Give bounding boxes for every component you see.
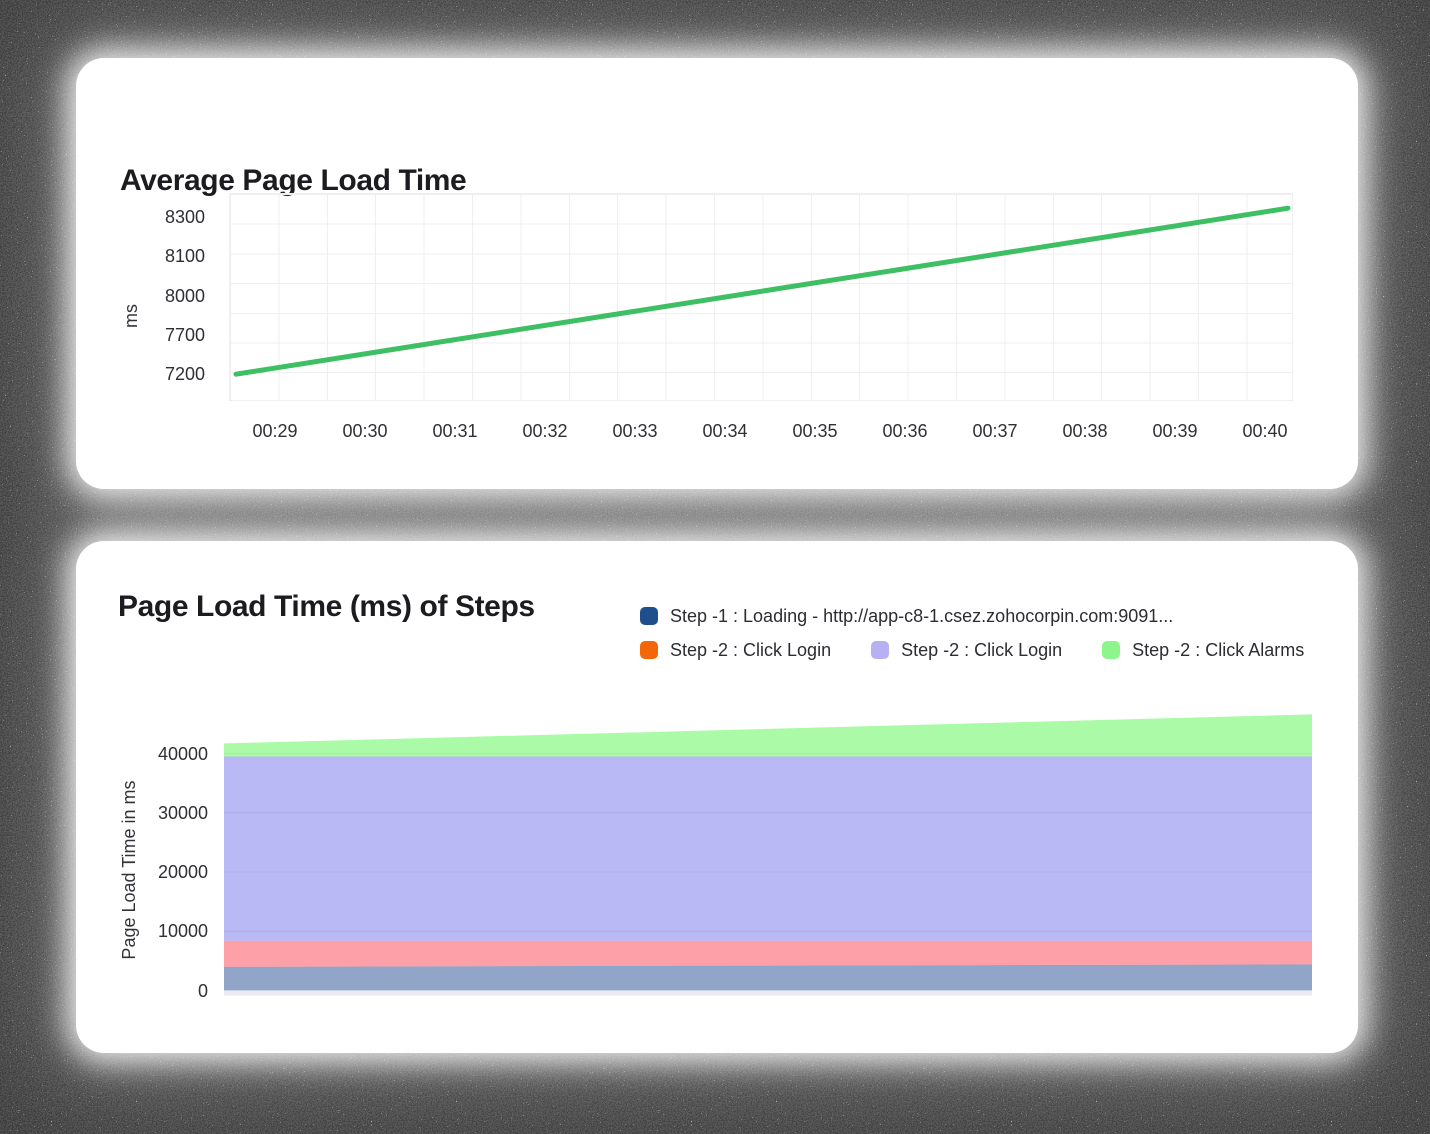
area-series-0[interactable] xyxy=(224,964,1312,991)
y-tick-label: 8100 xyxy=(164,246,205,266)
legend-row-2: Step -2 : Click Login Step -2 : Click Log… xyxy=(640,640,1304,660)
legend-label: Step -2 : Click Login xyxy=(901,639,1063,660)
chart-title: Average Page Load Time xyxy=(120,164,467,197)
legend-swatch xyxy=(871,641,890,659)
legend-swatch xyxy=(640,641,658,659)
y-axis-unit-label: ms xyxy=(121,304,141,328)
x-tick-label: 00:31 xyxy=(432,421,478,441)
legend-item[interactable]: Step -1 : Loading - http://app-c8-1.csez… xyxy=(640,606,1173,627)
y-tick-label: 7700 xyxy=(164,325,205,345)
legend-label: Step -2 : Click Alarms xyxy=(1132,639,1305,660)
x-tick-label: 00:40 xyxy=(1242,421,1288,441)
y-tick-label: 20000 xyxy=(157,862,208,882)
area-series-3[interactable] xyxy=(224,714,1312,757)
y-tick-label: 40000 xyxy=(157,743,208,764)
x-tick-label: 00:29 xyxy=(252,421,298,441)
y-tick-label: 30000 xyxy=(157,802,208,823)
avg-load-line xyxy=(233,205,1291,377)
legend-label: Step -2 : Click Login xyxy=(670,639,832,660)
legend-swatch xyxy=(640,607,658,625)
x-tick-label: 00:37 xyxy=(972,421,1018,441)
stacked-area-plot[interactable] xyxy=(224,700,1312,1000)
x-tick-label: 00:34 xyxy=(702,421,748,441)
page-load-steps-card: Page Load Time (ms) of Steps Step -1 : L… xyxy=(76,541,1358,1053)
x-tick-label: 00:33 xyxy=(612,421,658,441)
y-tick-label: 8000 xyxy=(164,286,205,306)
legend-label: Step -1 : Loading - http://app-c8-1.csez… xyxy=(670,605,1174,626)
average-page-load-time-card: Average Page Load Time ms 8300 8100 8000 77… xyxy=(76,58,1358,489)
legend-item[interactable]: Step -2 : Click Login xyxy=(871,640,1062,661)
legend-row-1: Step -1 : Loading - http://app-c8-1.csez… xyxy=(640,606,1173,626)
legend-swatch xyxy=(1102,641,1121,659)
x-tick-label: 00:35 xyxy=(792,421,838,441)
y-tick-label: 8300 xyxy=(164,207,205,227)
y-tick-label: 10000 xyxy=(157,921,208,942)
area-series-2[interactable] xyxy=(224,756,1312,941)
x-tick-label: 00:30 xyxy=(342,421,388,441)
legend-item[interactable]: Step -2 : Click Login xyxy=(640,640,831,661)
x-axis-strip xyxy=(224,991,1312,996)
x-tick-label: 00:38 xyxy=(1062,421,1108,441)
y-tick-label: 7200 xyxy=(164,364,205,384)
chart-title: Page Load Time (ms) of Steps xyxy=(118,590,535,623)
area-series-1[interactable] xyxy=(224,940,1312,967)
x-tick-label: 00:39 xyxy=(1152,421,1198,441)
x-tick-label: 00:32 xyxy=(522,421,568,441)
line-plot-area[interactable] xyxy=(229,193,1293,401)
y-tick-label: 0 xyxy=(197,980,208,1001)
x-tick-label: 00:36 xyxy=(882,421,928,441)
legend-item[interactable]: Step -2 : Click Alarms xyxy=(1102,640,1304,661)
